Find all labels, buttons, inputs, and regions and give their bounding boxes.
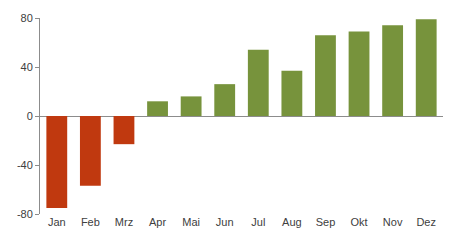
svg-text:Apr: Apr bbox=[149, 216, 166, 228]
svg-text:40: 40 bbox=[21, 61, 33, 73]
svg-text:Mrz: Mrz bbox=[115, 216, 133, 228]
svg-text:Sep: Sep bbox=[316, 216, 336, 228]
svg-text:Aug: Aug bbox=[282, 216, 302, 228]
svg-text:Mai: Mai bbox=[182, 216, 200, 228]
svg-text:Nov: Nov bbox=[383, 216, 403, 228]
svg-text:Dez: Dez bbox=[416, 216, 436, 228]
svg-text:-80: -80 bbox=[17, 208, 33, 220]
svg-text:-40: -40 bbox=[17, 159, 33, 171]
svg-text:Jun: Jun bbox=[216, 216, 234, 228]
svg-text:Jan: Jan bbox=[48, 216, 66, 228]
svg-text:80: 80 bbox=[21, 12, 33, 24]
svg-text:0: 0 bbox=[27, 110, 33, 122]
svg-text:Jul: Jul bbox=[251, 216, 265, 228]
svg-text:Okt: Okt bbox=[350, 216, 367, 228]
svg-text:Feb: Feb bbox=[81, 216, 100, 228]
